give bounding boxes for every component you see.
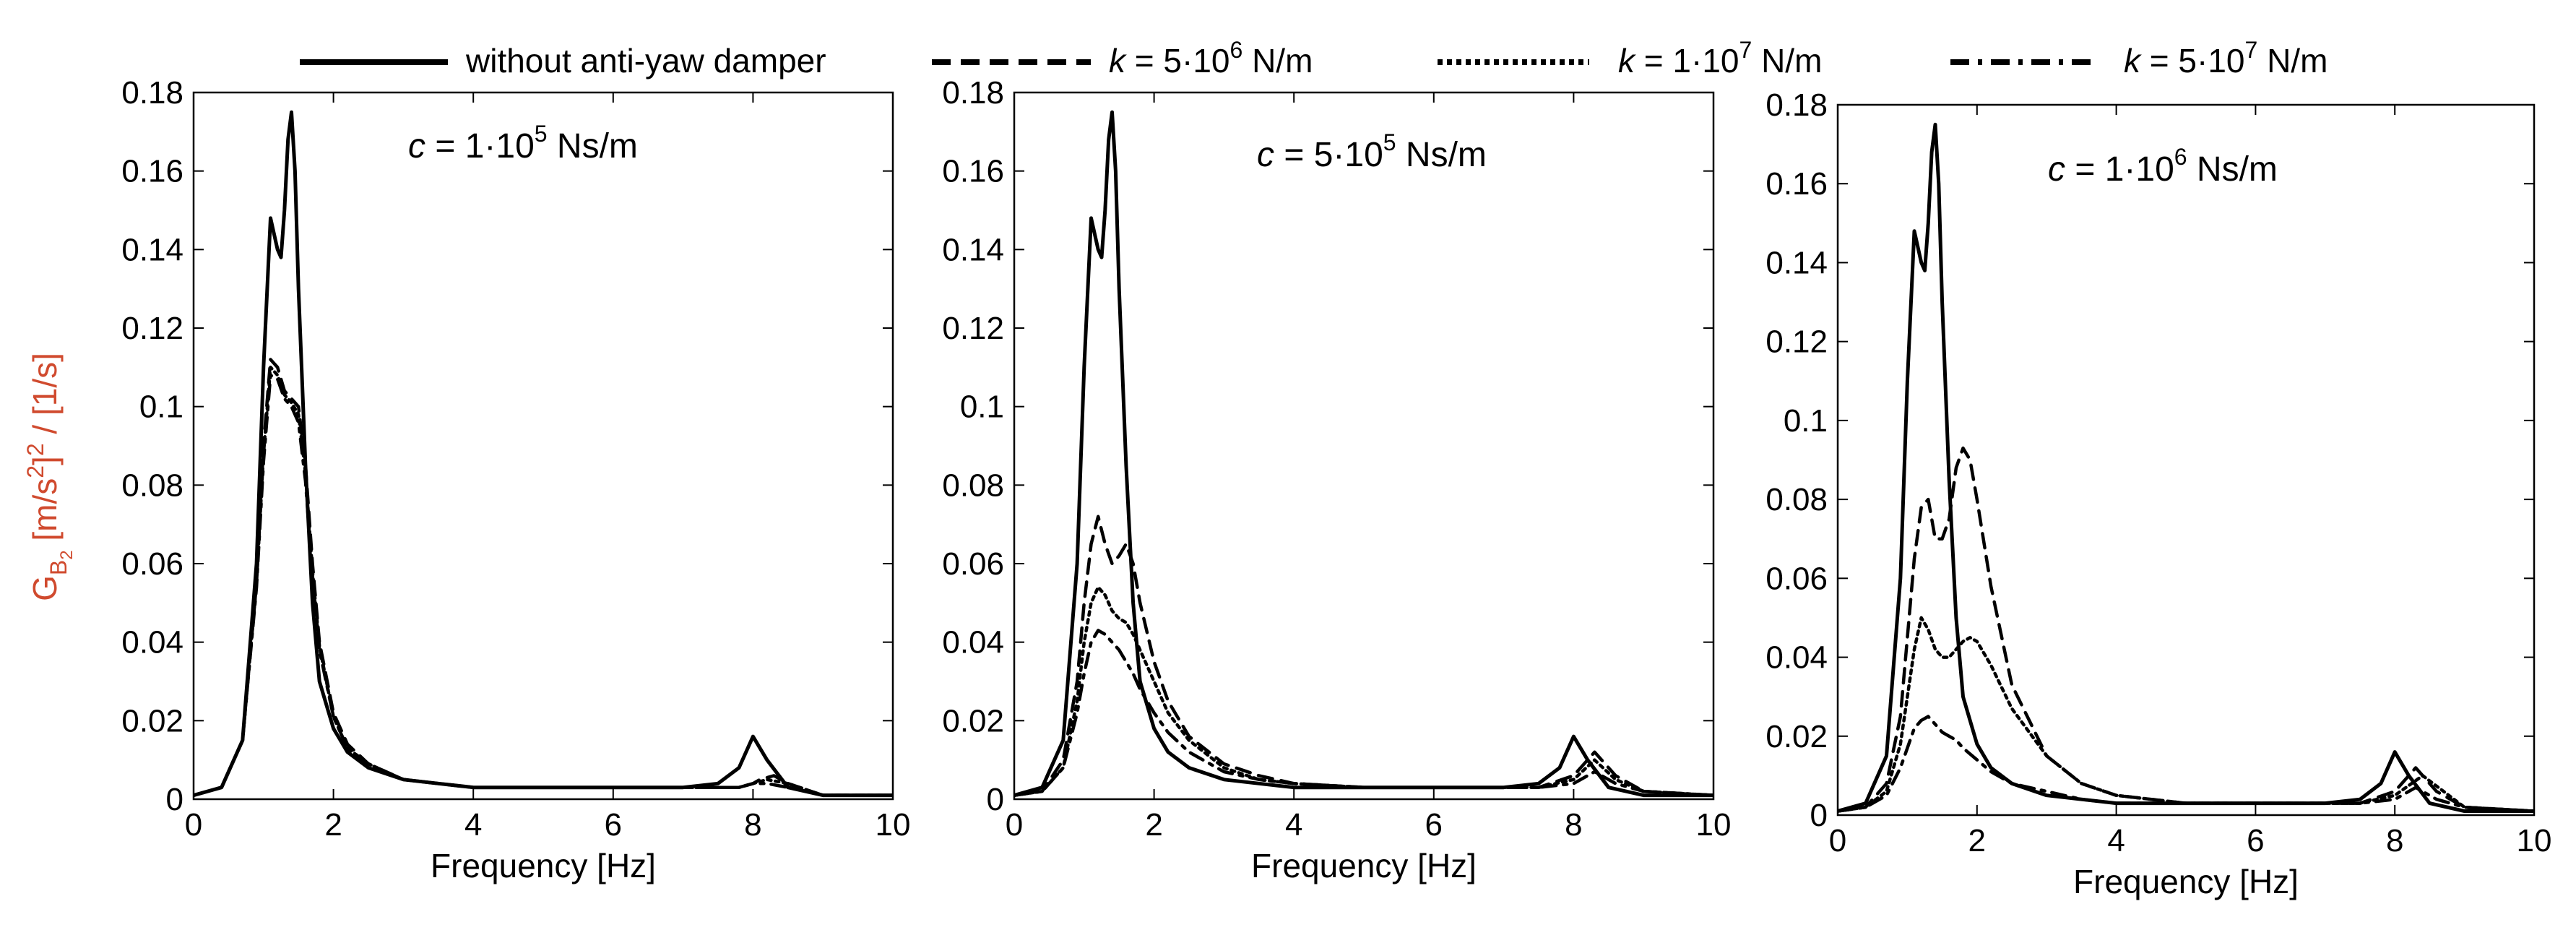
x-axis-label: Frequency [Hz] [2073,863,2299,900]
series-line-solid [1838,122,2534,813]
damping-annotation: c = 5·105 Ns/m [1257,129,1487,174]
y-tick-label: 0.08 [1765,482,1828,517]
y-tick-label: 0.16 [942,154,1004,189]
annotation-symbol: c [408,127,425,165]
y-tick-label: 0.06 [1765,561,1828,596]
y-tick-label: 0.18 [1765,87,1828,123]
series-line-dashed [1838,446,2534,813]
y-tick-label: 0.04 [121,625,183,660]
x-tick-label: 2 [324,807,342,843]
damping-annotation: c = 1·106 Ns/m [2048,144,2278,189]
x-axis-label: Frequency [Hz] [431,847,656,884]
y-tick-label: 0.06 [942,546,1004,582]
y-tick-label: 0.08 [121,468,183,503]
series-line-dashed [1014,514,1713,797]
x-tick-label: 8 [1565,807,1582,843]
y-tick-label: 0.06 [121,546,183,582]
annotation-unit: Ns/m [2187,150,2278,189]
y-tick-label: 0.16 [1765,166,1828,202]
damping-annotation: c = 1·105 Ns/m [408,121,638,165]
annotation-exp: 6 [2174,144,2187,170]
annotation-eq: = 1·10 [425,127,535,165]
x-tick-label: 6 [1425,807,1443,843]
series-line-dashdot [194,373,893,797]
x-tick-label: 4 [1285,807,1302,843]
x-tick-label: 6 [2247,823,2264,858]
y-tick-label: 0.18 [942,75,1004,111]
annotation-exp: 5 [1383,129,1396,155]
legend-label-dashdot: k = 5·107 N/m [2124,37,2328,79]
y-tick-label: 0.1 [139,389,183,425]
series-line-dotted [1014,585,1713,797]
annotation-exp: 5 [535,121,548,147]
y-tick-label: 0.1 [960,389,1004,425]
y-tick-label: 0.18 [121,75,183,111]
y-tick-label: 0 [1810,798,1828,833]
y-tick-label: 0.12 [1765,324,1828,360]
panel-1: 0 2 4 6 8 10 0 0.02 0.04 0.06 0.08 0.1 0.12 0.14 0.16 0… [121,75,910,884]
series-line-dashdot [1014,629,1713,797]
y-axis-label: GB2 [m/s2]2 / [1/s] [22,353,77,601]
legend-label-solid: without anti-yaw damper [465,42,826,79]
x-tick-label: 4 [464,807,482,843]
panel-3: 0 2 4 6 8 10 0 0.02 0.04 0.06 0.08 0.1 0.12 0.14 0.16 0… [1765,87,2551,900]
series-line-solid [194,110,893,798]
series-line-dotted [1838,616,2534,813]
y-tick-label: 0.12 [942,311,1004,346]
x-tick-label: 2 [1968,823,1986,858]
y-tick-label: 0.1 [1784,403,1828,439]
y-tick-label: 0 [987,782,1004,817]
x-tick-label: 0 [1829,823,1846,858]
annotation-unit: Ns/m [548,127,638,165]
series-line-dashdot [1838,715,2534,813]
annotation-eq: = 1·10 [2065,150,2174,189]
x-tick-label: 0 [185,807,202,843]
x-tick-label: 8 [744,807,761,843]
y-tick-label: 0.04 [942,625,1004,660]
annotation-symbol: c [2048,150,2065,189]
x-tick-label: 8 [2386,823,2403,858]
y-tick-label: 0.14 [1765,245,1828,280]
x-tick-label: 2 [1145,807,1162,843]
annotation-symbol: c [1257,136,1274,174]
plot-area [1013,91,1715,801]
plot-area [1836,103,2536,817]
x-tick-label: 10 [876,807,911,843]
x-axis-label: Frequency [Hz] [1251,847,1477,884]
y-tick-label: 0.02 [1765,719,1828,754]
y-tick-label: 0.04 [1765,640,1828,676]
y-tick-label: 0.12 [121,311,183,346]
y-tick-label: 0.14 [121,232,183,267]
x-tick-label: 4 [2107,823,2125,858]
y-tick-label: 0.16 [121,154,183,189]
series-line-solid [1014,110,1713,798]
x-tick-label: 0 [1006,807,1023,843]
panel-2: 0 2 4 6 8 10 0 0.02 0.04 0.06 0.08 0.1 0.12 0.14 0.16 0… [942,75,1731,884]
x-tick-label: 10 [1696,807,1732,843]
annotation-eq: = 5·10 [1274,136,1383,174]
y-tick-label: 0.08 [942,468,1004,503]
x-tick-label: 6 [605,807,622,843]
legend: without anti-yaw damper k = 5·106 N/m k … [300,37,2328,79]
y-tick-label: 0 [166,782,183,817]
plot-area [192,91,894,801]
legend-label-dotted: k = 1·107 N/m [1618,37,1822,79]
x-tick-label: 10 [2517,823,2552,858]
y-tick-label: 0.14 [942,232,1004,267]
y-tick-label: 0.02 [121,703,183,739]
legend-label-dashed: k = 5·106 N/m [1109,37,1313,79]
annotation-unit: Ns/m [1396,136,1487,174]
y-tick-label: 0.02 [942,703,1004,739]
